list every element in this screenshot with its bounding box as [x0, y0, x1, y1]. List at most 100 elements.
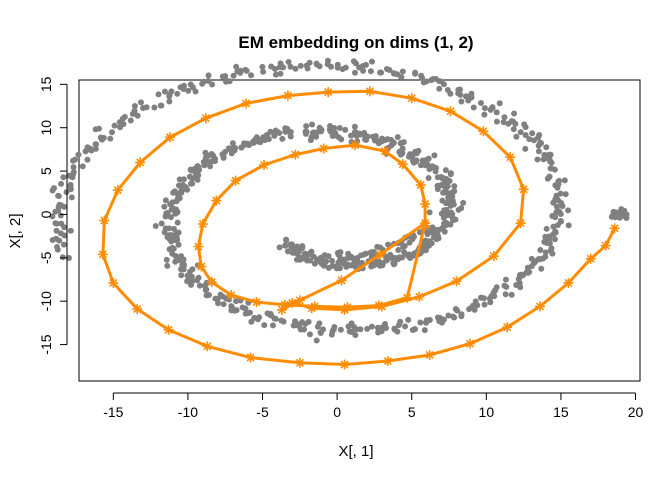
data-point [368, 58, 375, 65]
series-point [99, 215, 110, 226]
star-stroke [365, 87, 375, 96]
data-point [487, 106, 494, 113]
data-point [418, 72, 425, 79]
data-point [314, 323, 321, 330]
data-point [557, 218, 564, 225]
series-point [402, 292, 413, 303]
data-point [233, 298, 240, 305]
x-tick-label: 0 [333, 404, 341, 420]
data-point [537, 247, 544, 254]
data-point [444, 86, 451, 93]
data-point [608, 213, 615, 220]
data-point [307, 257, 314, 264]
data-point [452, 306, 459, 313]
data-point [368, 323, 375, 330]
data-point [522, 145, 529, 152]
series-point [415, 179, 426, 190]
data-point [400, 139, 407, 146]
data-point [399, 68, 406, 75]
data-point [401, 249, 408, 256]
data-point [335, 134, 342, 141]
data-point [425, 238, 432, 245]
star-stroke [564, 278, 573, 288]
data-point [449, 313, 456, 320]
data-point [155, 91, 162, 98]
data-point [412, 69, 419, 76]
star-stroke [295, 358, 304, 367]
data-point [360, 67, 367, 74]
star-stroke [133, 304, 142, 314]
data-point [219, 73, 226, 80]
data-point [406, 251, 413, 258]
data-point [250, 139, 257, 146]
data-point [543, 225, 550, 232]
data-point [556, 208, 563, 215]
data-point [535, 148, 542, 155]
data-point [565, 222, 572, 229]
data-point [184, 186, 191, 193]
data-point [272, 127, 279, 134]
x-tick-label: -10 [178, 404, 198, 420]
series-point [414, 291, 425, 302]
data-point [347, 262, 354, 269]
data-point [561, 177, 568, 184]
data-point [305, 251, 312, 258]
star-stroke [283, 91, 292, 100]
data-point [282, 128, 289, 135]
data-point [477, 294, 484, 301]
data-point [309, 121, 316, 128]
data-point [407, 151, 414, 158]
data-point [334, 61, 341, 68]
star-stroke [421, 199, 430, 209]
data-point [493, 109, 500, 116]
data-point [176, 176, 183, 183]
star-stroke [98, 250, 107, 259]
data-point [169, 250, 176, 257]
series-point [502, 322, 513, 333]
data-point [537, 139, 544, 146]
data-point [245, 142, 252, 149]
data-point [109, 129, 116, 136]
data-point [503, 283, 510, 290]
star-stroke [519, 185, 528, 194]
data-point [424, 231, 431, 238]
star-stroke [350, 140, 360, 150]
data-point [419, 157, 426, 164]
data-point [79, 163, 86, 170]
data-point [359, 63, 366, 70]
star-stroke [212, 196, 221, 205]
data-point [394, 134, 401, 141]
data-point [529, 130, 536, 137]
data-point [291, 249, 298, 256]
data-point [299, 255, 306, 262]
data-point [178, 272, 185, 279]
data-point [451, 183, 458, 190]
star-stroke [246, 353, 255, 362]
data-point [313, 61, 320, 68]
series-point [276, 304, 287, 315]
data-point [542, 253, 549, 260]
data-point [168, 88, 175, 95]
star-stroke [586, 254, 595, 263]
y-axis-label: X[, 2] [7, 213, 24, 248]
star-stroke [535, 302, 545, 311]
data-point [364, 325, 371, 332]
data-point [276, 244, 283, 251]
series-point [364, 86, 375, 97]
data-point [284, 248, 291, 255]
series-point [420, 199, 431, 210]
data-point [500, 119, 507, 126]
data-point [230, 72, 237, 79]
series-point [165, 132, 176, 143]
data-point [161, 203, 168, 210]
data-point [443, 175, 450, 182]
series-point [376, 301, 387, 312]
data-point [189, 278, 196, 285]
data-point [341, 259, 348, 266]
data-point [61, 224, 68, 231]
data-point [278, 317, 285, 324]
star-stroke [113, 186, 122, 195]
data-point [565, 207, 572, 214]
y-tick-label: 5 [38, 167, 54, 175]
data-point [215, 300, 222, 307]
